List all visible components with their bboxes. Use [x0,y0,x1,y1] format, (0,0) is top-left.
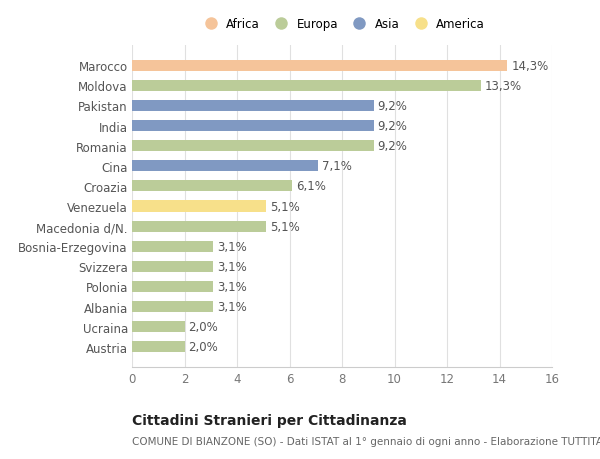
Bar [132,61,508,72]
Text: 3,1%: 3,1% [217,260,247,273]
Bar [132,81,481,92]
Bar [132,261,214,272]
Text: 9,2%: 9,2% [377,120,407,133]
Bar [132,181,292,192]
Bar [132,121,373,132]
Text: COMUNE DI BIANZONE (SO) - Dati ISTAT al 1° gennaio di ogni anno - Elaborazione T: COMUNE DI BIANZONE (SO) - Dati ISTAT al … [132,436,600,446]
Text: 6,1%: 6,1% [296,180,326,193]
Text: 5,1%: 5,1% [270,200,299,213]
Text: 9,2%: 9,2% [377,100,407,112]
Text: 5,1%: 5,1% [270,220,299,233]
Text: 2,0%: 2,0% [188,320,218,334]
Bar [132,302,214,313]
Bar [132,281,214,292]
Text: Cittadini Stranieri per Cittadinanza: Cittadini Stranieri per Cittadinanza [132,413,407,427]
Bar [132,161,319,172]
Legend: Africa, Europa, Asia, America: Africa, Europa, Asia, America [194,13,490,36]
Bar [132,221,266,232]
Bar [132,341,185,353]
Text: 13,3%: 13,3% [485,79,522,93]
Text: 9,2%: 9,2% [377,140,407,153]
Text: 3,1%: 3,1% [217,301,247,313]
Text: 7,1%: 7,1% [322,160,352,173]
Bar [132,241,214,252]
Text: 2,0%: 2,0% [188,341,218,353]
Bar [132,141,373,152]
Text: 14,3%: 14,3% [511,60,548,73]
Text: 3,1%: 3,1% [217,240,247,253]
Bar [132,101,373,112]
Bar [132,201,266,212]
Text: 3,1%: 3,1% [217,280,247,293]
Bar [132,321,185,332]
